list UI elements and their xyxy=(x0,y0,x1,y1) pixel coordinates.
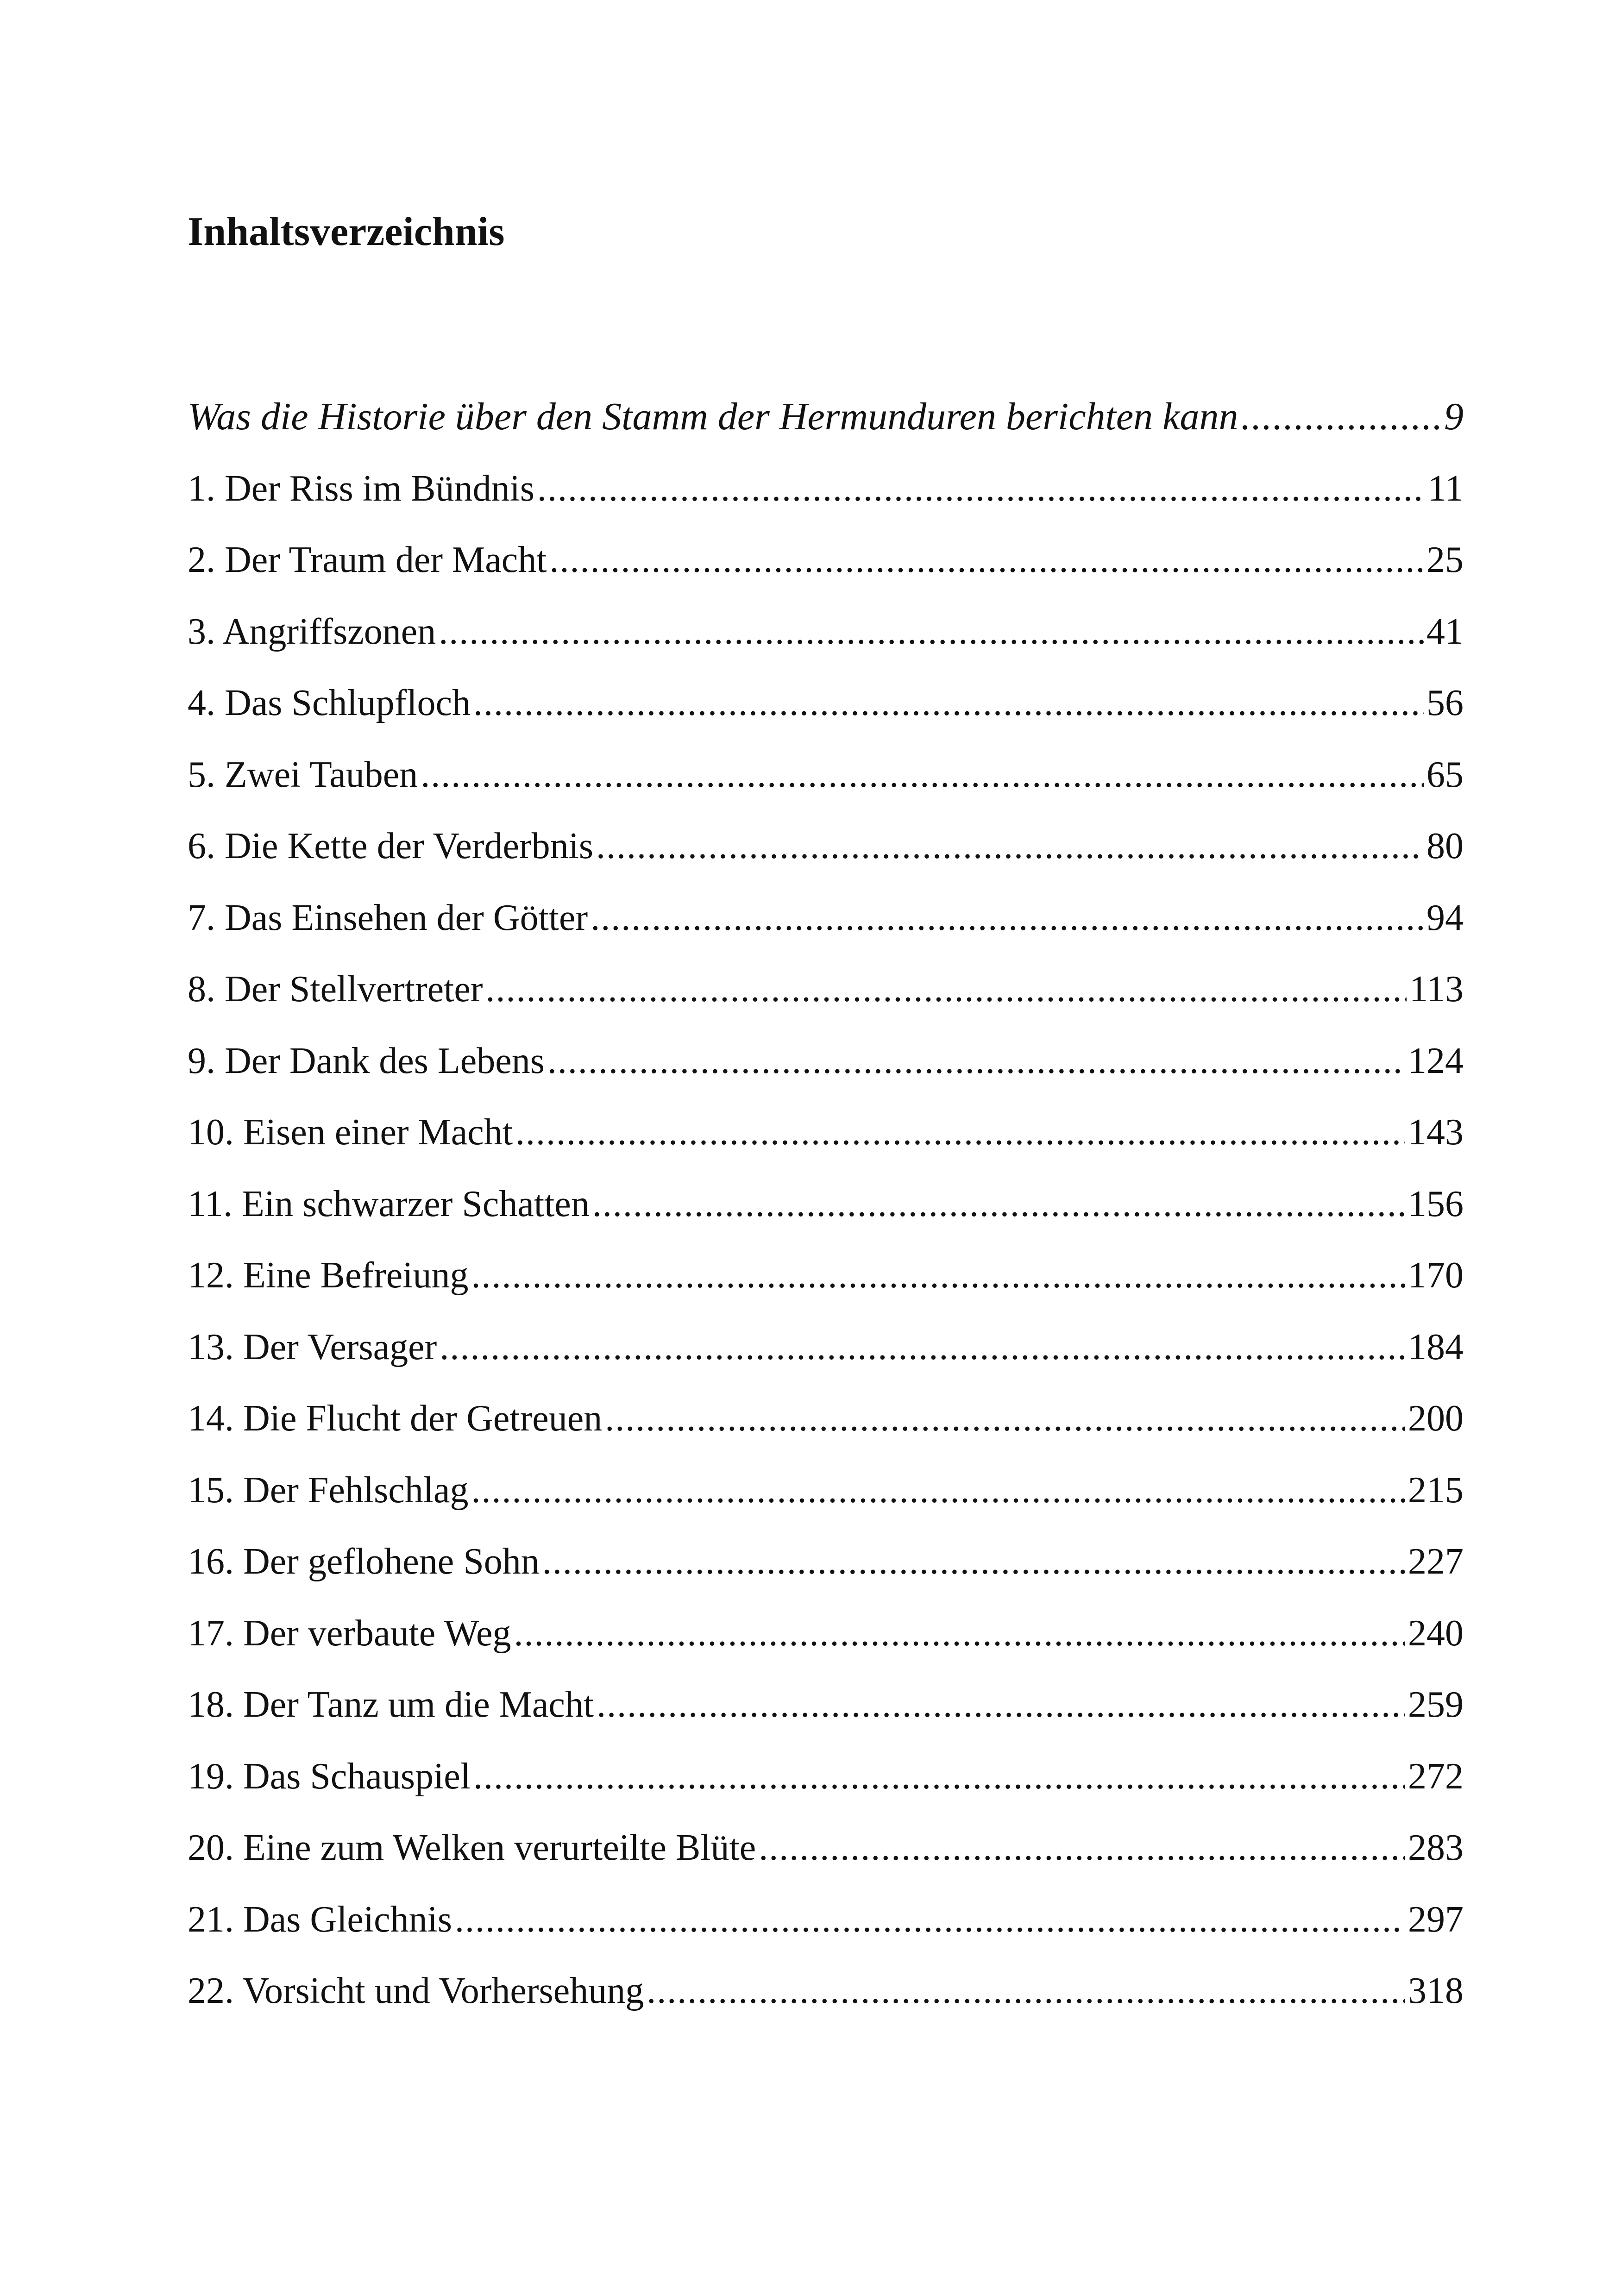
toc-entry-title: 22. Vorsicht und Vorhersehung xyxy=(188,1970,644,2011)
dot-leader xyxy=(537,462,1425,515)
dot-leader xyxy=(455,1893,1405,1946)
toc-entry-title: 7. Das Einsehen der Götter xyxy=(188,897,588,938)
dot-leader xyxy=(591,891,1424,945)
toc-entry-title: Was die Historie über den Stamm der Herm… xyxy=(188,395,1238,438)
toc-entry-title: 4. Das Schlupfloch xyxy=(188,683,471,723)
toc-entry-page: 9 xyxy=(1444,395,1464,438)
toc-entry-page: 297 xyxy=(1408,1899,1464,1940)
dot-leader xyxy=(473,676,1424,730)
toc-entry-page: 65 xyxy=(1426,754,1464,795)
dot-leader xyxy=(486,962,1407,1016)
dot-leader xyxy=(547,1034,1405,1088)
toc-entry: 5. Zwei Tauben 65 xyxy=(188,748,1464,820)
toc-entry-title: 14. Die Flucht der Getreuen xyxy=(188,1398,603,1439)
toc-entry: 19. Das Schauspiel 272 xyxy=(188,1750,1464,1821)
dot-leader xyxy=(514,1606,1405,1660)
toc-entry: 4. Das Schlupfloch 56 xyxy=(188,676,1464,748)
toc-entry-page: 215 xyxy=(1408,1469,1464,1511)
toc-entry: 20. Eine zum Welken verurteilte Blüte 283 xyxy=(188,1821,1464,1893)
toc-entry-title: 2. Der Traum der Macht xyxy=(188,539,547,580)
dot-leader xyxy=(515,1105,1405,1159)
toc-entry-page: 283 xyxy=(1408,1827,1464,1868)
toc-entry: 10. Eisen einer Macht 143 xyxy=(188,1105,1464,1177)
toc-entry-page: 80 xyxy=(1426,826,1464,866)
toc-entry: 13. Der Versager 184 xyxy=(188,1320,1464,1392)
toc-entry: 7. Das Einsehen der Götter 94 xyxy=(188,891,1464,963)
toc-entry-title: 1. Der Riss im Bündnis xyxy=(188,468,534,509)
toc-entry: 6. Die Kette der Verderbnis 80 xyxy=(188,819,1464,891)
toc-entry: Was die Historie über den Stamm der Herm… xyxy=(188,390,1464,462)
toc-entry-title: 20. Eine zum Welken verurteilte Blüte xyxy=(188,1827,756,1868)
dot-leader xyxy=(439,605,1424,659)
toc-entry-title: 12. Eine Befreiung xyxy=(188,1255,469,1296)
toc-entry: 3. Angriffszonen 41 xyxy=(188,605,1464,677)
toc-entry-title: 19. Das Schauspiel xyxy=(188,1756,471,1797)
toc-entry-page: 143 xyxy=(1408,1112,1464,1153)
toc-entry-title: 10. Eisen einer Macht xyxy=(188,1112,513,1153)
dot-leader xyxy=(597,1678,1405,1731)
toc-entry: 15. Der Fehlschlag 215 xyxy=(188,1463,1464,1535)
dot-leader xyxy=(440,1320,1405,1374)
toc-entry: 22. Vorsicht und Vorhersehung 318 xyxy=(188,1964,1464,2036)
table-of-contents: Was die Historie über den Stamm der Herm… xyxy=(188,390,1464,2036)
toc-entry-title: 11. Ein schwarzer Schatten xyxy=(188,1183,590,1224)
toc-entry: 14. Die Flucht der Getreuen 200 xyxy=(188,1392,1464,1463)
toc-entry-page: 227 xyxy=(1408,1541,1464,1582)
dot-leader xyxy=(605,1392,1405,1445)
dot-leader xyxy=(542,1535,1405,1588)
toc-entry: 17. Der verbaute Weg 240 xyxy=(188,1606,1464,1678)
toc-entry-page: 113 xyxy=(1409,969,1464,1010)
dot-leader xyxy=(473,1750,1405,1803)
toc-entry-title: 15. Der Fehlschlag xyxy=(188,1469,469,1511)
toc-entry-page: 25 xyxy=(1426,539,1464,580)
dot-leader xyxy=(421,748,1424,802)
toc-entry-page: 259 xyxy=(1408,1684,1464,1725)
dot-leader xyxy=(1241,390,1441,444)
toc-entry: 11. Ein schwarzer Schatten 156 xyxy=(188,1177,1464,1249)
toc-entry-title: 5. Zwei Tauben xyxy=(188,754,418,795)
toc-entry-page: 318 xyxy=(1408,1970,1464,2011)
toc-entry: 9. Der Dank des Lebens 124 xyxy=(188,1034,1464,1106)
toc-entry-title: 16. Der geflohene Sohn xyxy=(188,1541,540,1582)
toc-entry: 16. Der geflohene Sohn 227 xyxy=(188,1535,1464,1606)
toc-entry: 8. Der Stellvertreter 113 xyxy=(188,962,1464,1034)
toc-entry-title: 21. Das Gleichnis xyxy=(188,1899,452,1940)
toc-entry-title: 6. Die Kette der Verderbnis xyxy=(188,826,594,866)
dot-leader xyxy=(592,1177,1405,1231)
toc-entry: 18. Der Tanz um die Macht 259 xyxy=(188,1678,1464,1750)
toc-entry-page: 240 xyxy=(1408,1612,1464,1654)
toc-entry: 12. Eine Befreiung 170 xyxy=(188,1248,1464,1320)
toc-entry-page: 124 xyxy=(1408,1040,1464,1081)
toc-entry-page: 272 xyxy=(1408,1756,1464,1797)
toc-entry-page: 200 xyxy=(1408,1398,1464,1439)
toc-entry-page: 156 xyxy=(1408,1183,1464,1224)
toc-entry-title: 13. Der Versager xyxy=(188,1326,437,1368)
page-title: Inhaltsverzeichnis xyxy=(188,209,505,254)
toc-entry: 1. Der Riss im Bündnis 11 xyxy=(188,462,1464,533)
dot-leader xyxy=(471,1248,1405,1302)
toc-entry-page: 11 xyxy=(1427,468,1464,509)
toc-entry-title: 17. Der verbaute Weg xyxy=(188,1612,511,1654)
toc-entry-page: 94 xyxy=(1426,897,1464,938)
dot-leader xyxy=(471,1463,1405,1517)
dot-leader xyxy=(549,533,1424,587)
dot-leader xyxy=(596,819,1424,873)
toc-entry: 21. Das Gleichnis 297 xyxy=(188,1893,1464,1964)
dot-leader xyxy=(647,1964,1405,2018)
toc-entry-title: 18. Der Tanz um die Macht xyxy=(188,1684,594,1725)
toc-entry-title: 8. Der Stellvertreter xyxy=(188,969,483,1010)
toc-entry-title: 3. Angriffszonen xyxy=(188,611,436,652)
toc-entry-page: 56 xyxy=(1426,683,1464,723)
toc-entry-page: 41 xyxy=(1426,611,1464,652)
toc-entry: 2. Der Traum der Macht 25 xyxy=(188,533,1464,605)
toc-entry-title: 9. Der Dank des Lebens xyxy=(188,1040,545,1081)
dot-leader xyxy=(759,1821,1405,1875)
toc-entry-page: 170 xyxy=(1408,1255,1464,1296)
toc-entry-page: 184 xyxy=(1408,1326,1464,1368)
